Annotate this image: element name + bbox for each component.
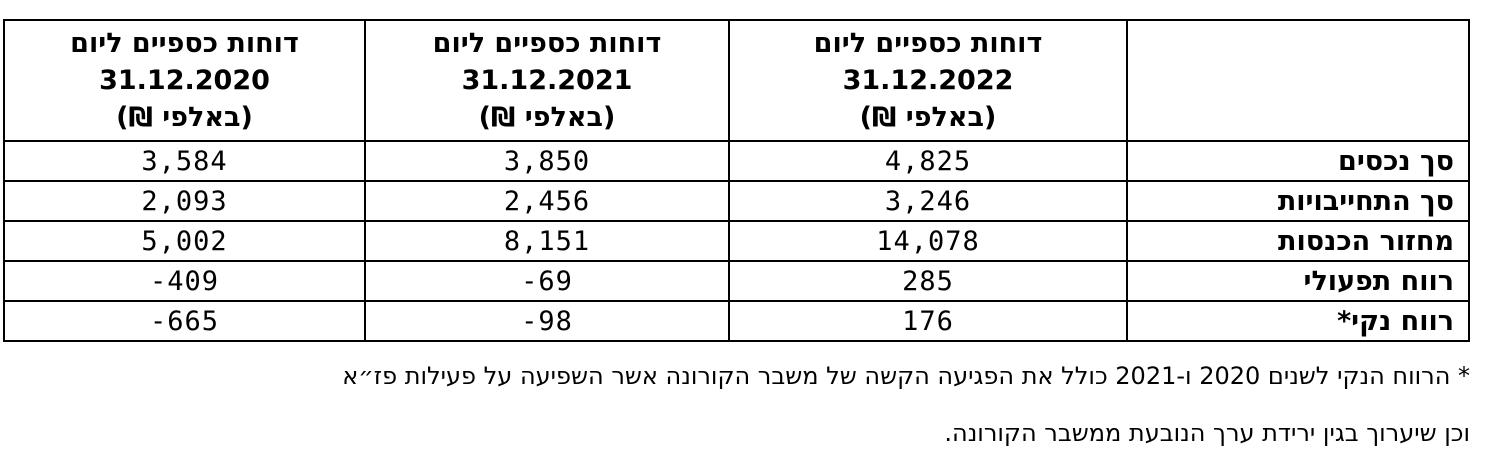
cell-2020: 3,584 [3,140,366,182]
cell-value: 3,584 [141,145,228,177]
cell-2020: -665 [3,300,366,342]
row-label: סך התחייבויות [1126,180,1470,222]
row-label: רווח נקי* [1126,300,1470,342]
cell-value: 8,151 [503,225,591,257]
table-row: סך התחייבויות 3,246 2,456 2,093 [3,180,1470,222]
cell-2022: 4,825 [728,140,1128,182]
cell-value: 285 [902,265,954,297]
cell-2022: 285 [728,260,1128,302]
header-unit: (באלפי ₪) [478,102,616,133]
header-row: דוחות כספיים ליום 31.12.2022 (באלפי ₪) ד… [3,19,1470,142]
cell-2022: 14,078 [728,220,1128,262]
table-row: סך נכסים 4,825 3,850 3,584 [3,140,1470,182]
cell-value: -665 [149,305,220,337]
cell-2021: 8,151 [364,220,730,262]
cell-value: -409 [149,265,220,297]
header-2021: דוחות כספיים ליום 31.12.2021 (באלפי ₪) [364,19,730,142]
cell-2021: 2,456 [364,180,730,222]
cell-2020: 5,002 [3,220,366,262]
table-row: רווח נקי* 176 -98 -665 [3,300,1470,342]
cell-value: 2,093 [141,185,228,217]
table-row: רווח תפעולי 285 -69 -409 [3,260,1470,302]
cell-2022: 3,246 [728,180,1128,222]
header-title: דוחות כספיים ליום [813,28,1043,59]
cell-2020: 2,093 [3,180,366,222]
header-date: 31.12.2022 [842,65,1014,96]
footnote-line-1: * הרווח הנקי לשנים 2020 ו-2021 כולל את ה… [342,362,1470,390]
header-title: דוחות כספיים ליום [70,28,299,59]
header-empty-cell [1126,19,1470,142]
header-unit: (באלפי ₪) [859,102,997,133]
header-unit: (באלפי ₪) [116,102,253,133]
header-date: 31.12.2021 [461,65,633,96]
header-2020: דוחות כספיים ליום 31.12.2020 (באלפי ₪) [3,19,366,142]
cell-value: 4,825 [884,145,972,177]
cell-value: 2,456 [503,185,591,217]
footnote-line-2: וכן שיערוך בגין ירידת ערך הנובעת ממשבר ה… [944,419,1470,447]
cell-value: 5,002 [141,225,228,257]
header-date: 31.12.2020 [99,65,270,96]
row-label: רווח תפעולי [1126,260,1470,302]
row-label: מחזור הכנסות [1126,220,1470,262]
row-label: סך נכסים [1126,140,1470,182]
cell-value: 14,078 [876,225,980,257]
cell-value: 176 [902,305,954,337]
cell-2021: -98 [364,300,730,342]
cell-value: -69 [521,265,573,297]
cell-value: 3,246 [884,185,972,217]
header-2022: דוחות כספיים ליום 31.12.2022 (באלפי ₪) [728,19,1128,142]
table-row: מחזור הכנסות 14,078 8,151 5,002 [3,220,1470,262]
cell-2020: -409 [3,260,366,302]
cell-2021: 3,850 [364,140,730,182]
cell-2022: 176 [728,300,1128,342]
financial-summary-table: דוחות כספיים ליום 31.12.2022 (באלפי ₪) ד… [3,19,1470,342]
cell-value: -98 [521,305,573,337]
header-title: דוחות כספיים ליום [432,28,662,59]
cell-2021: -69 [364,260,730,302]
cell-value: 3,850 [503,145,591,177]
